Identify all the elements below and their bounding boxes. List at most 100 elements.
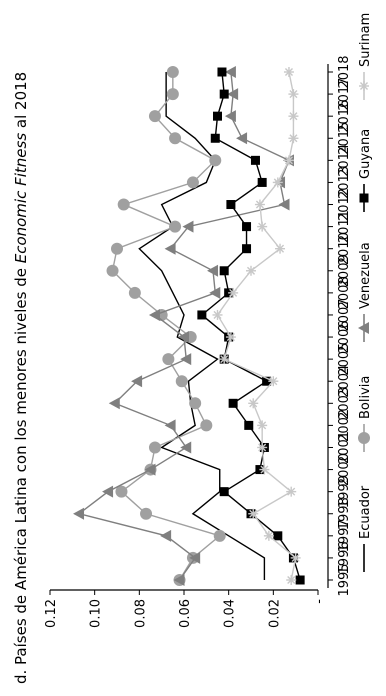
data-point (257, 221, 268, 232)
data-point (148, 308, 160, 321)
data-point (115, 485, 128, 498)
x-tick-label: 1999 (337, 475, 352, 508)
rotated-plot-group: d. Países de América Latina con los meno… (12, 13, 373, 684)
series-line (200, 71, 301, 581)
data-point (148, 441, 161, 454)
series-venezuela (73, 66, 294, 586)
x-tick-label: 2000 (337, 453, 352, 486)
data-point (108, 397, 120, 410)
data-point (209, 286, 221, 299)
data-point (246, 265, 256, 276)
x-tick-label: 2018 (337, 55, 352, 88)
x-tick-label: 2012 (337, 188, 352, 221)
legend-label: Venezuela (358, 242, 373, 309)
data-point (180, 441, 192, 454)
data-point (144, 463, 156, 476)
data-point (288, 133, 299, 144)
series-lines (73, 66, 305, 586)
x-tick-label: 2015 (337, 122, 352, 155)
data-point (224, 110, 236, 123)
data-point (268, 376, 279, 387)
x-tick-label: 2004 (337, 365, 352, 398)
y-tick-label: 0.08 (133, 599, 148, 628)
data-point (283, 155, 294, 166)
data-point (242, 222, 252, 232)
data-point (160, 529, 172, 542)
x-tick-label: 1998 (337, 497, 352, 530)
data-point (259, 464, 270, 475)
data-point (224, 66, 236, 78)
y-tick-label: 0.04 (223, 599, 238, 628)
x-tick-label: 2007 (337, 298, 352, 331)
x-tick-label: 1996 (337, 541, 352, 574)
data-point (288, 111, 299, 122)
data-point (212, 309, 223, 320)
data-point (173, 574, 185, 586)
data-point (207, 264, 219, 277)
data-point (197, 310, 207, 320)
legend-item-surinam: Surinam (358, 13, 373, 100)
legend-marker (359, 193, 369, 203)
legend-label: Bolivia (358, 376, 373, 419)
data-point (236, 132, 248, 145)
data-point (228, 398, 238, 408)
series-bolivia (106, 66, 226, 586)
data-point (286, 575, 297, 585)
data-point (217, 67, 227, 77)
data-point (228, 287, 239, 298)
data-point (73, 507, 85, 520)
data-point (219, 487, 229, 497)
data-point (250, 155, 260, 165)
legend-marker (359, 81, 369, 91)
series-line (138, 72, 266, 580)
data-point (219, 354, 230, 365)
data-point (295, 575, 305, 585)
data-point (106, 264, 119, 277)
legend: Ecuador Bolivia Venezuela Guyana Surinam (358, 13, 373, 572)
x-tick-label: 2013 (337, 166, 352, 199)
series-line (216, 71, 297, 581)
x-tick-label: 2016 (337, 100, 352, 133)
x-tick-label: 2014 (337, 144, 352, 177)
series-surinam (212, 67, 301, 585)
legend-label: Ecuador (358, 485, 373, 539)
data-point (189, 397, 202, 410)
data-point (278, 198, 290, 211)
data-point (166, 66, 179, 78)
data-point (111, 242, 123, 255)
x-tick-label: 2010 (337, 232, 352, 265)
data-point (131, 375, 143, 388)
data-point (166, 88, 179, 101)
data-point (257, 177, 267, 187)
x-tick-label: 2009 (337, 254, 352, 287)
data-point (164, 242, 176, 255)
data-point (169, 220, 182, 233)
data-point (186, 176, 199, 189)
x-tick-label: 2002 (337, 409, 352, 442)
data-point (257, 442, 268, 453)
data-point (140, 507, 153, 520)
data-point (210, 133, 220, 143)
legend-item-ecuador: Ecuador (358, 485, 373, 572)
legend-item-venezuela: Venezuela (358, 242, 373, 342)
data-point (227, 88, 239, 101)
series-guyana (197, 67, 305, 585)
data-point (102, 485, 114, 498)
x-tick-label: 2008 (337, 276, 352, 309)
x-tick-label: 1997 (337, 519, 352, 552)
data-point (175, 375, 188, 388)
data-point (226, 200, 236, 210)
data-point (248, 398, 259, 409)
data-point (244, 420, 254, 430)
x-tick-label: 2006 (337, 320, 352, 353)
x-tick-label: 2003 (337, 387, 352, 420)
data-point (219, 266, 229, 276)
y-tick-label: 0.02 (267, 599, 282, 628)
x-tick-label: 2011 (337, 210, 352, 243)
data-point (288, 89, 299, 100)
data-point (164, 419, 176, 432)
x-tick-label: 1995 (337, 563, 352, 596)
data-point (248, 508, 259, 519)
data-point (148, 110, 161, 123)
